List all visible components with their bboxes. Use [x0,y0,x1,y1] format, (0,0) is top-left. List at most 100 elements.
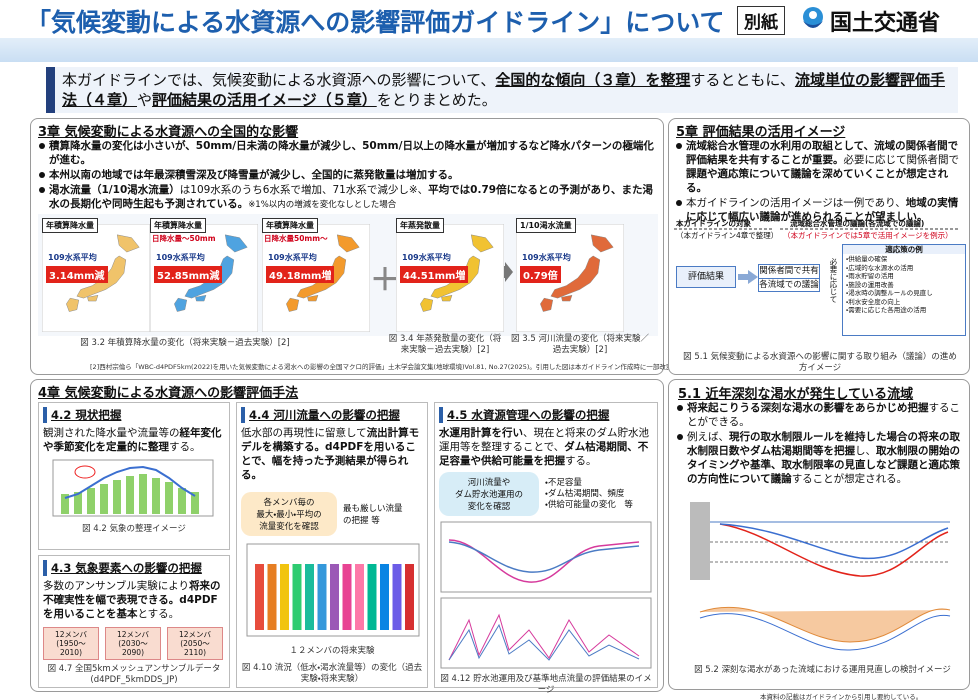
caption: 図 5.2 深刻な渇水があった流域における運用見直しの検討イメージ [694,665,951,675]
map-avg: 109水系平均 [402,253,451,262]
ch3-heading: 3章 気候変動による水資源への全国的な影響 [38,125,299,140]
text: 経年変化や季節変化を定量的に整理 [43,427,222,453]
arrow [738,270,758,284]
label: （本ガイドラインでは5章で活用イメージを例示） [783,231,953,240]
adapt-item: ・利水安全度の向上 [846,297,901,306]
text: 、現在と将来のダム貯水池運用等を整理することで、 [439,427,649,453]
bullet: 例えば、現行の取水制限ルールを維持した場合の将来の取水制限日数やダム枯渇期間等を… [676,430,966,486]
map-title: 年蒸発散量 [396,218,444,233]
text: d4PDFを用いることを基本 [43,594,218,620]
s51-bullets: 将来起こりうる深刻な渇水の影響をあらかじめ把握することができる。 例えば、現行の… [676,401,966,487]
adapt-list: ・供給量の確保 ・広域的な水源水の活用 ・雨水貯留の活用 ・施設の運用改善 ・渇水時の調… [843,254,965,316]
text: する。d4PDFを用いることで、幅を持った予測結果が得られる。 [241,441,416,481]
bullet: 積算降水量の変化は小さいが、50mm/日未満の降水量が減少し、50mm/日以上の… [38,139,658,167]
callouts: 各メンバ毎の 最大・最小・平均の 流量変化を確認 最も厳しい流量 の把握 等 [241,492,423,536]
caption: 図 4.10 流況（低水・渇水流量等）の変化（過去実験・将来実験） [241,663,423,684]
text: することが想定される。 [791,473,908,485]
map-avg: 109水系平均 [268,253,317,262]
text: 平均では0.79倍になるとの予測があり、また渇水の長期化や同時生起も予測されてい… [49,184,654,210]
map-value: 49.18mm増 [266,266,335,283]
list-item: ・供給可能量の変化 等 [545,499,633,510]
map-avg: 109水系平均 [156,253,205,262]
adapt-item: ・雨水貯留の活用 [846,272,894,280]
sub-heading: 4.3 気象要素への影響の把握 [43,560,225,576]
bar-decor [317,564,327,630]
label: （本ガイドライン4章で整理） [676,231,779,240]
summary-box [46,67,958,113]
s44: 4.4 河川流量への影響の把握 低水部の再現性に留意して流出計算モデルを構築する… [236,402,428,688]
text: は109水系のうち6水系で増加、71水系で減少し※、 [179,184,429,196]
label: １２メンバの将来実験 [289,646,375,656]
member-box: 12メンバ (2030～2090) [105,627,161,660]
logo [803,7,823,28]
list-item: ・ダム枯渇期間、頻度 [545,488,625,499]
s42: 4.2 現状把握 観測された降水量や流量等の経年変化や季節変化を定量的に整理する… [38,402,230,550]
bar-decor [292,564,302,630]
map-avg: 109水系平均 [522,253,571,262]
summary: 本ガイドラインでは、気候変動による水資源への影響について、全国的な傾向（３章）を… [62,70,952,110]
text: 必要に応じて関係者間で [843,154,960,166]
text: 課題や適応策について議論を深めていくことが想定される。 [686,168,949,194]
note: 最も厳しい流量 の把握 等 [343,504,403,526]
label: 本ガイドラインの対象 [676,219,751,228]
text: 関係者間で共有 [759,266,819,276]
reference: [2]西村宗倫ら「WBC-d4PDF5km(2022)を用いた気候変動による渇水… [90,363,679,371]
bar-decor [367,564,377,630]
adapt-item: ・施設の運用改善 [846,280,894,289]
text: 将来起こりうる深刻な渇水の影響をあらかじめ把握 [687,402,929,414]
text: 全国的な傾向（３章）を整理 [495,71,691,89]
text: や [137,91,153,109]
badge: 別紙 [737,6,785,35]
org: 国土交通省 [830,11,941,36]
text: 適応策の例 [843,245,965,254]
caption: 図 5.1 気候変動による水資源への影響に関する取り組み（議論）の進め方イメージ [683,352,957,373]
sub-heading: 4.4 河川流量への影響の把握 [241,407,423,423]
text: 渇水流量（1/10渇水流量） [49,184,180,196]
caption: 図 3.2 年積算降水量の変化（将来実験－過去実験）[2] [80,338,290,348]
s51-box [668,379,970,690]
figure [690,502,951,651]
title: 「気候変動による水資源への影響評価ガイドライン」について [26,8,725,37]
text: 例えば、 [687,431,729,443]
text: 本ガイドラインの活用イメージは一例であり、 [686,197,906,209]
map-value: 0.79倍 [520,266,561,283]
text: 評価結果の活用イメージ（５章） [152,91,377,109]
plus: ＋ [370,263,400,298]
map-title: 年積算降水量 [42,218,98,233]
members: 12メンバ (1950～2010) 12メンバ (2030～2090) 12メンバ … [43,627,225,660]
figure [246,543,420,637]
range-arrows [674,228,960,230]
list: ・不足容量 ・ダム枯渇期間、頻度 ・供給可能量の変化 等 [545,478,633,511]
member-box: 12メンバ (1950～2010) [43,627,99,660]
adapt-item: ・渇水時の調整ルールの見直し [846,289,933,297]
text: することができる。 [687,402,960,428]
text: 多数のアンサンブル実験により [43,580,190,592]
text: 観測された降水量や流量等の [43,427,180,439]
bullet: 本州以南の地域では年最深積雪深及び降雪量が減少し、全国的に蒸発散量は増加する。 [38,168,658,182]
figure [52,459,214,517]
text: ダム枯渇期間、不足容量や供給可能量を把握 [439,441,649,467]
s45: 4.5 水資源管理への影響の把握 水運用計算を行い、現在と将来のダム貯水池運用等… [434,402,658,695]
sub-heading: 4.2 現状把握 [43,407,225,423]
adapt-item: ・供給量の確保 [846,255,888,263]
bullet: 渇水流量（1/10渇水流量）は109水系のうち6水系で増加、71水系で減少し※、… [38,183,658,212]
text: をとりまとめた。 [376,91,497,109]
s51-heading: 5.1 近年深刻な渇水が発生している流域 [678,387,914,402]
text: 観測された降水量や流量等の経年変化や季節変化を定量的に整理する。 [43,426,225,454]
member-box: 12メンバ (2050～2110) [167,627,223,660]
figure [440,521,652,669]
text: し、 [855,445,876,457]
text: する。 [169,441,201,453]
text: 水運用計算を行い [439,427,523,439]
text: 流域単位の影響評価手法（４章） [62,71,945,109]
bar-decor [392,564,402,630]
ch5-box [668,118,970,375]
bar-decor [330,564,339,630]
callout: 河川流量や ダム貯水池運用の 変化を確認 [439,472,539,516]
caption: 図 4.7 全国5kmメッシュアンサンブルデータ(d4PDF_5kmDDS_JP… [47,664,221,685]
bar-decor [267,564,277,630]
map-value: 44.51mm増 [400,266,469,283]
text: 低水部の再現性に留意して [241,427,367,439]
ch3-bullets: 積算降水量の変化は小さいが、50mm/日未満の降水量が減少し、50mm/日以上の… [38,139,658,213]
